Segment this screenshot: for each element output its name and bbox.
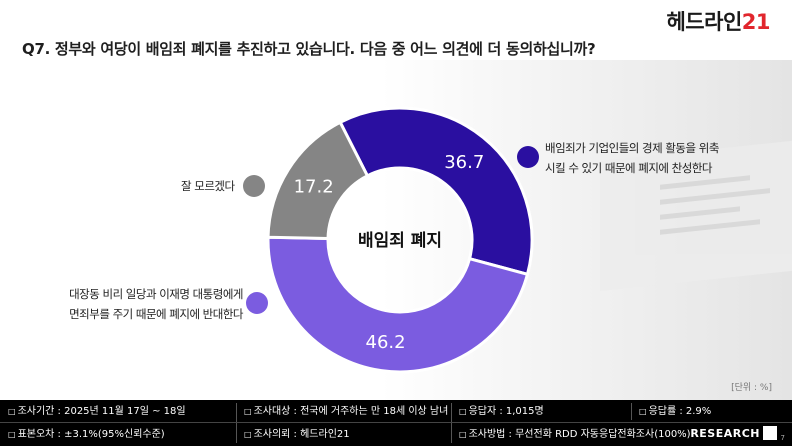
unit-label: [단위 : %] xyxy=(731,383,772,393)
survey-info-footer: 조사기간 : 2025년 11월 17일 ~ 18일 조사대상 : 전국에 거주… xyxy=(0,400,792,446)
brand-logo: 헤드라인21 xyxy=(666,10,770,34)
legend-label-support: 배임죄가 기업인들의 경제 활동을 위축 시킬 수 있기 때문에 폐지에 찬성한… xyxy=(545,141,719,175)
legend-dot-oppose xyxy=(246,292,268,314)
survey-period: 조사기간 : 2025년 11월 17일 ~ 18일 xyxy=(4,400,186,423)
slice-unsure xyxy=(266,120,370,241)
legend-label-oppose: 대장동 비리 일당과 이재명 대통령에게 면죄부를 주기 때문에 폐지에 반대한… xyxy=(69,287,243,321)
footer-row-2: 표본오차 : ±3.1%(95%신뢰수준) 조사의뢰 : 헤드라인21 조사방법… xyxy=(0,423,792,446)
respondents: 응답자 : 1,015명 xyxy=(455,400,544,423)
donut-chart: 36.7 46.2 17.2 배임죄 폐지 xyxy=(266,106,534,374)
slice-support xyxy=(338,106,534,277)
sampling-error: 표본오차 : ±3.1%(95%신뢰수준) xyxy=(4,423,165,446)
slice-oppose-value-label: 46.2 xyxy=(366,332,406,353)
legend-label-unsure: 잘 모르겠다 xyxy=(181,179,235,193)
slice-unsure-value-label: 17.2 xyxy=(294,177,334,198)
response-rate: 응답률 : 2.9% xyxy=(635,400,712,423)
question-title: Q7. 정부와 여당이 배임죄 폐지를 추진하고 있습니다. 다음 중 어느 의… xyxy=(22,40,596,58)
footer-row-1: 조사기간 : 2025년 11월 17일 ~ 18일 조사대상 : 전국에 거주… xyxy=(0,400,792,423)
slice-support-value-label: 36.7 xyxy=(444,152,484,173)
research-logo-mark xyxy=(763,426,777,440)
legend-dot-unsure xyxy=(243,175,265,197)
legend-dot-support xyxy=(517,146,539,168)
page-number: 7 xyxy=(780,434,785,442)
center-label: 배임죄 폐지 xyxy=(358,230,442,251)
research-logo: RESEARCH xyxy=(690,427,760,440)
survey-target: 조사대상 : 전국에 거주하는 만 18세 이상 남녀 xyxy=(240,400,449,423)
survey-method: 조사방법 : 무선전화 RDD 자동응답전화조사(100%) xyxy=(455,423,691,446)
survey-client: 조사의뢰 : 헤드라인21 xyxy=(240,423,350,446)
slice-oppose xyxy=(266,235,530,374)
